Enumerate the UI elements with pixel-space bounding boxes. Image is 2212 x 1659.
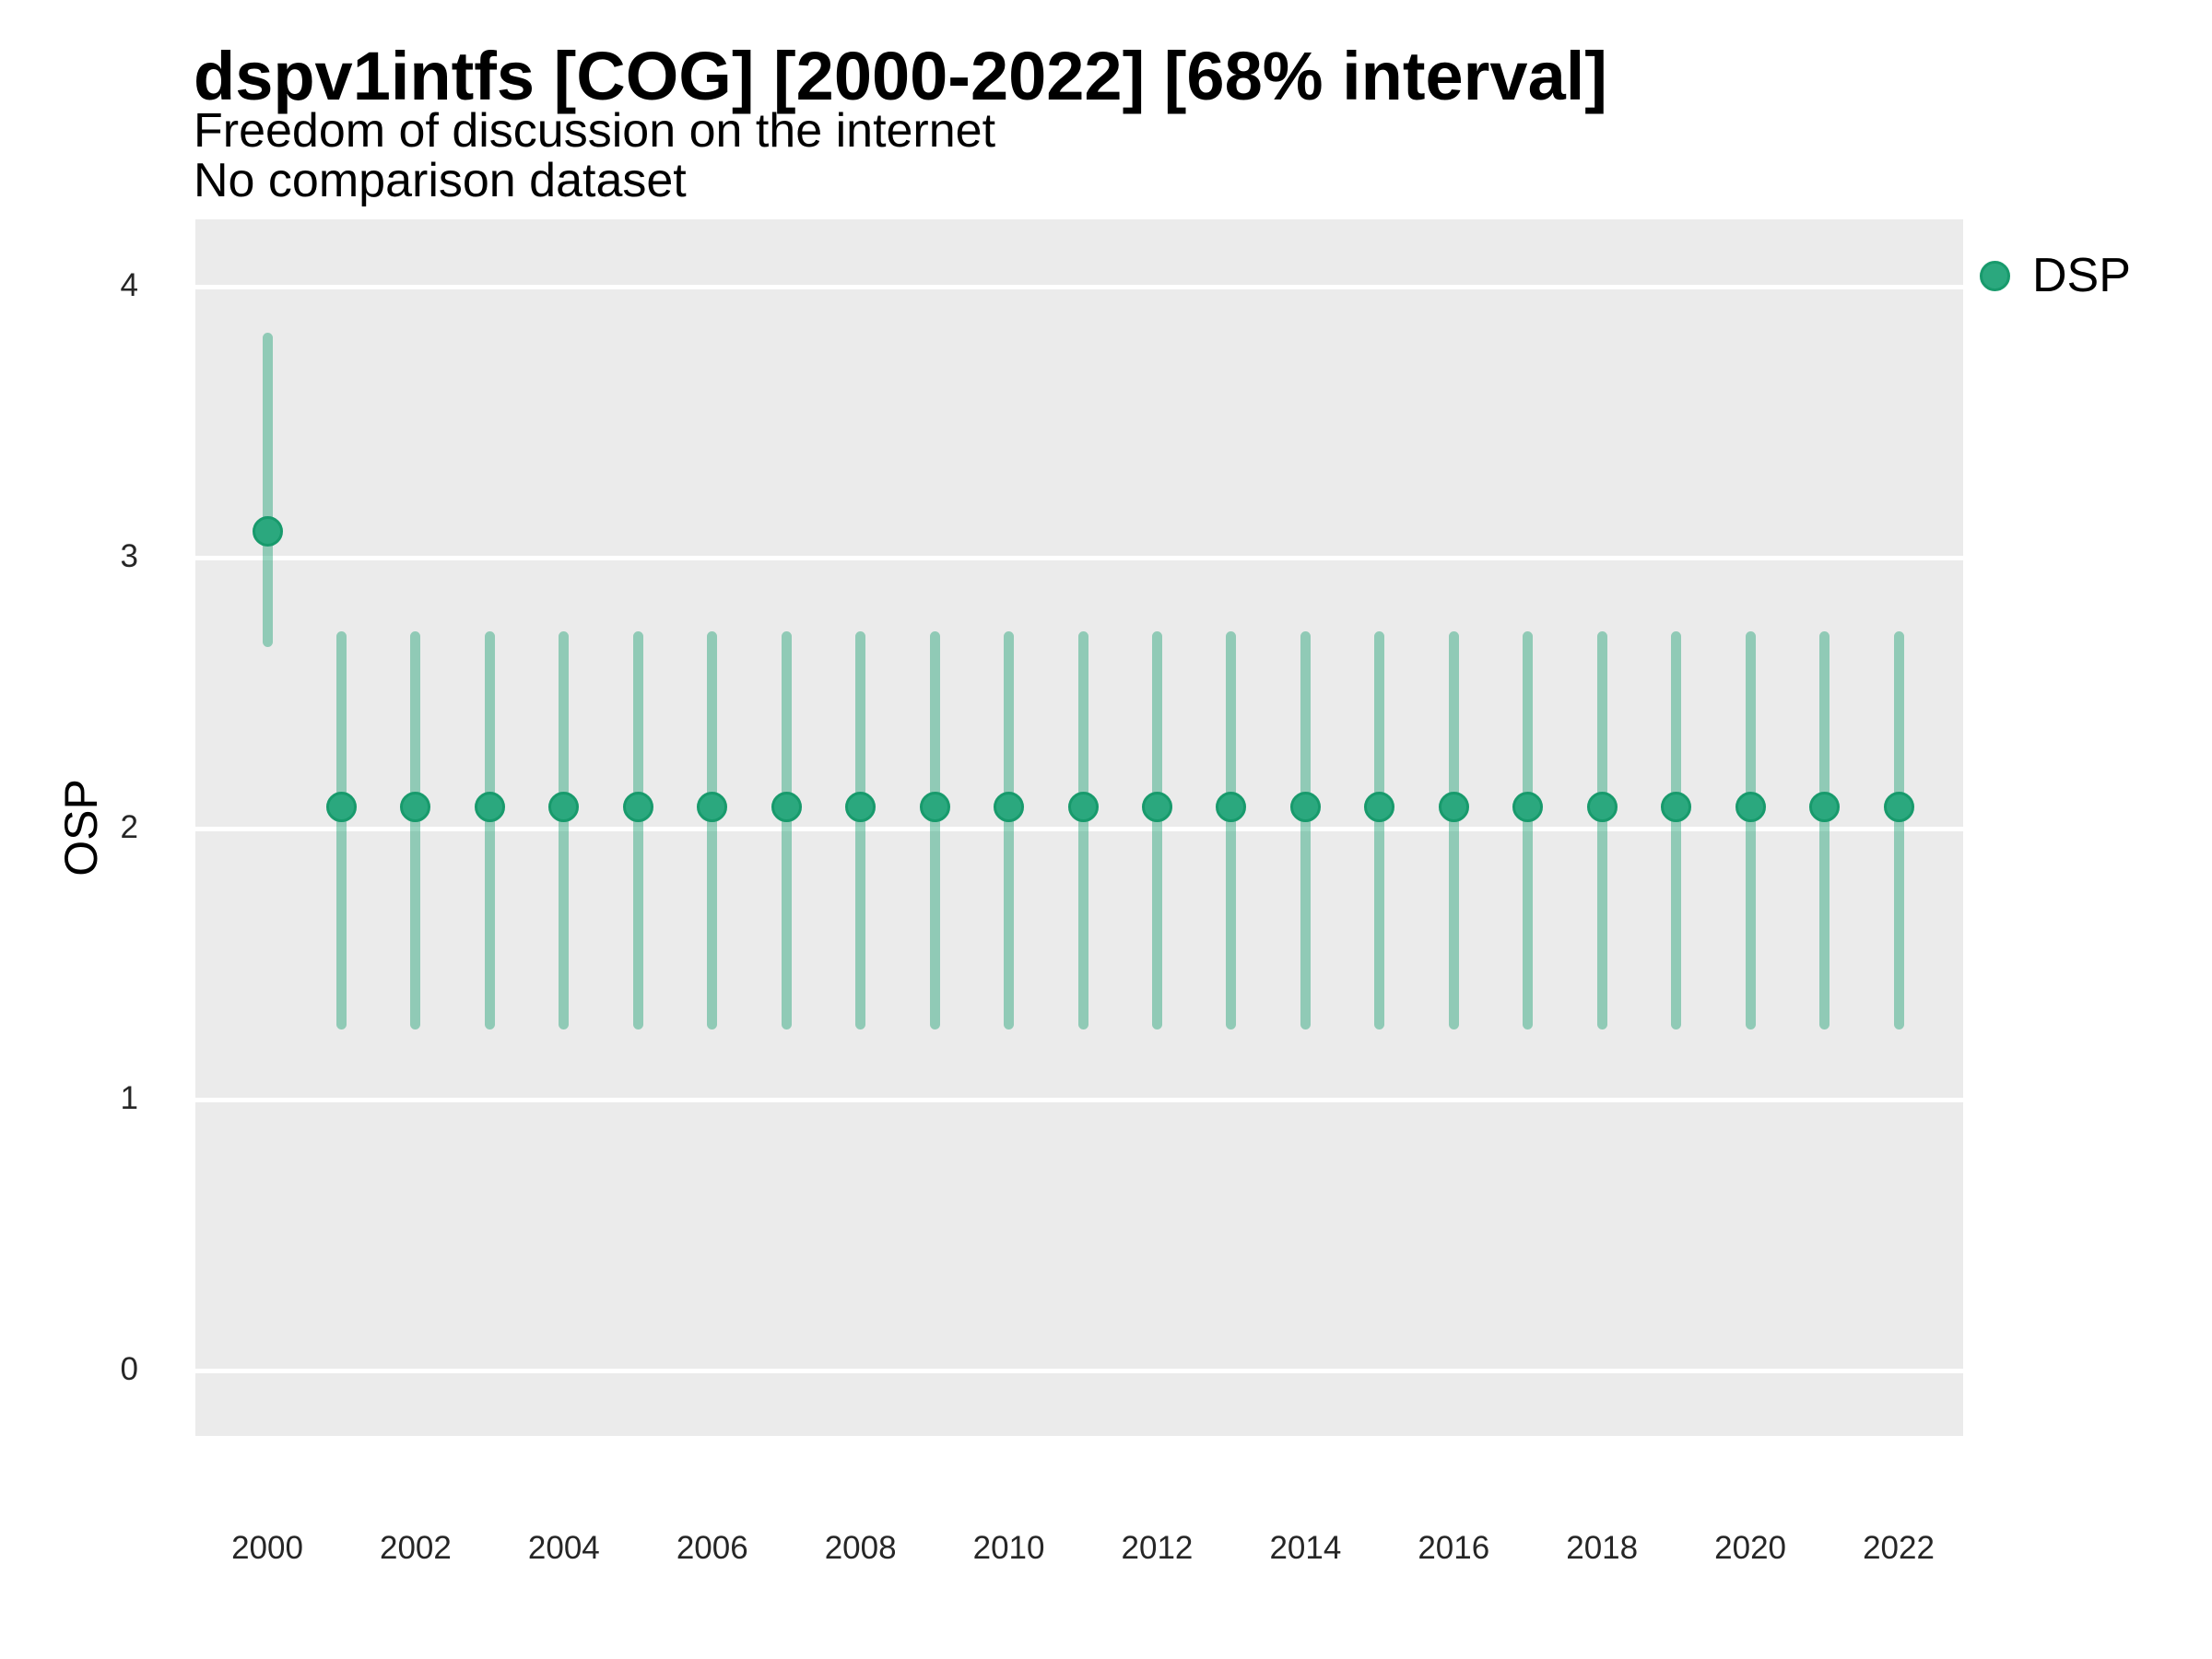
interval-bar-2011 (1077, 630, 1088, 1030)
interval-bar-2002 (410, 630, 421, 1030)
data-point-2006 (697, 792, 728, 823)
data-point-2013 (1216, 792, 1247, 823)
x-tick-label-2002: 2002 (380, 1530, 452, 1566)
x-tick-label-2004: 2004 (527, 1530, 600, 1566)
data-point-2003 (474, 792, 505, 823)
interval-bar-2003 (484, 630, 495, 1030)
x-tick-label-2014: 2014 (1269, 1530, 1342, 1566)
legend-item-dsp: DSP (1980, 245, 2131, 306)
data-point-2008 (845, 792, 877, 823)
gridline-y-2 (195, 826, 1963, 831)
interval-bar-2006 (707, 630, 718, 1030)
y-tick-label-0: 0 (120, 1351, 138, 1388)
x-tick-label-2006: 2006 (676, 1530, 748, 1566)
data-point-2012 (1141, 792, 1172, 823)
data-point-2016 (1438, 792, 1469, 823)
plot-panel (195, 219, 1963, 1436)
data-point-2004 (548, 792, 580, 823)
data-point-2000 (252, 515, 283, 547)
y-tick-label-4: 4 (120, 267, 138, 304)
interval-bar-2021 (1819, 630, 1830, 1030)
data-point-2005 (622, 792, 653, 823)
x-tick-label-2000: 2000 (231, 1530, 303, 1566)
interval-bar-2009 (929, 630, 940, 1030)
data-point-2007 (771, 792, 802, 823)
y-tick-label-1: 1 (120, 1080, 138, 1117)
data-point-2011 (1067, 792, 1099, 823)
interval-bar-2008 (855, 630, 866, 1030)
data-point-2018 (1586, 792, 1618, 823)
data-point-2021 (1809, 792, 1841, 823)
x-tick-label-2022: 2022 (1863, 1530, 1935, 1566)
x-tick-label-2018: 2018 (1566, 1530, 1639, 1566)
legend-label: DSP (2032, 249, 2131, 302)
interval-bar-2019 (1671, 630, 1682, 1030)
interval-bar-2013 (1226, 630, 1237, 1030)
data-point-2020 (1735, 792, 1766, 823)
x-tick-label-2020: 2020 (1714, 1530, 1787, 1566)
data-point-2010 (994, 792, 1025, 823)
y-tick-label-2: 2 (120, 809, 138, 846)
x-tick-label-2008: 2008 (824, 1530, 897, 1566)
gridline-y-4 (195, 284, 1963, 289)
data-point-2015 (1364, 792, 1395, 823)
interval-bar-2014 (1300, 630, 1311, 1030)
interval-bar-2007 (781, 630, 792, 1030)
interval-bar-2020 (1745, 630, 1756, 1030)
interval-bar-2018 (1596, 630, 1607, 1030)
interval-bar-2004 (559, 630, 570, 1030)
chart-subtitle: Freedom of discussion on the internet (194, 104, 996, 158)
legend: DSP (1980, 245, 2131, 306)
legend-point-icon (1980, 260, 2010, 291)
interval-bar-2001 (335, 630, 347, 1030)
gridline-y-3 (195, 555, 1963, 560)
gridline-y-0 (195, 1368, 1963, 1373)
data-point-2019 (1661, 792, 1692, 823)
interval-bar-2022 (1893, 630, 1904, 1030)
x-tick-label-2010: 2010 (972, 1530, 1045, 1566)
interval-bar-2012 (1151, 630, 1162, 1030)
interval-bar-2017 (1523, 630, 1534, 1030)
interval-bar-2015 (1374, 630, 1385, 1030)
gridline-y-1 (195, 1097, 1963, 1102)
interval-bar-2005 (632, 630, 643, 1030)
x-tick-label-2012: 2012 (1121, 1530, 1194, 1566)
interval-bar-2000 (262, 333, 273, 648)
data-point-2009 (919, 792, 950, 823)
data-point-2022 (1883, 792, 1914, 823)
x-tick-label-2016: 2016 (1418, 1530, 1490, 1566)
interval-bar-2016 (1448, 630, 1459, 1030)
interval-bar-2010 (1004, 630, 1015, 1030)
data-point-2014 (1289, 792, 1321, 823)
chart-title: dspv1intfs [COG] [2000-2022] [68% interv… (194, 38, 1607, 114)
data-point-2017 (1512, 792, 1544, 823)
chart-note: No comparison dataset (194, 154, 687, 207)
data-point-2002 (400, 792, 431, 823)
data-point-2001 (325, 792, 357, 823)
y-tick-label-3: 3 (120, 538, 138, 575)
